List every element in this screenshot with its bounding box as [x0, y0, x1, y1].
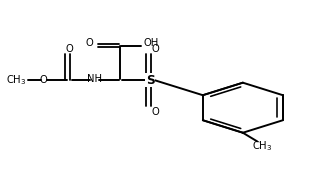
Text: CH$_3$: CH$_3$ — [6, 73, 27, 87]
Text: OH: OH — [144, 38, 159, 48]
Text: O: O — [86, 38, 93, 48]
Text: O: O — [152, 107, 159, 117]
Text: O: O — [152, 44, 159, 54]
Text: NH: NH — [87, 74, 102, 84]
Text: CH$_3$: CH$_3$ — [252, 139, 273, 153]
Text: S: S — [146, 74, 155, 87]
Text: O: O — [65, 44, 73, 54]
Text: O: O — [40, 75, 48, 85]
